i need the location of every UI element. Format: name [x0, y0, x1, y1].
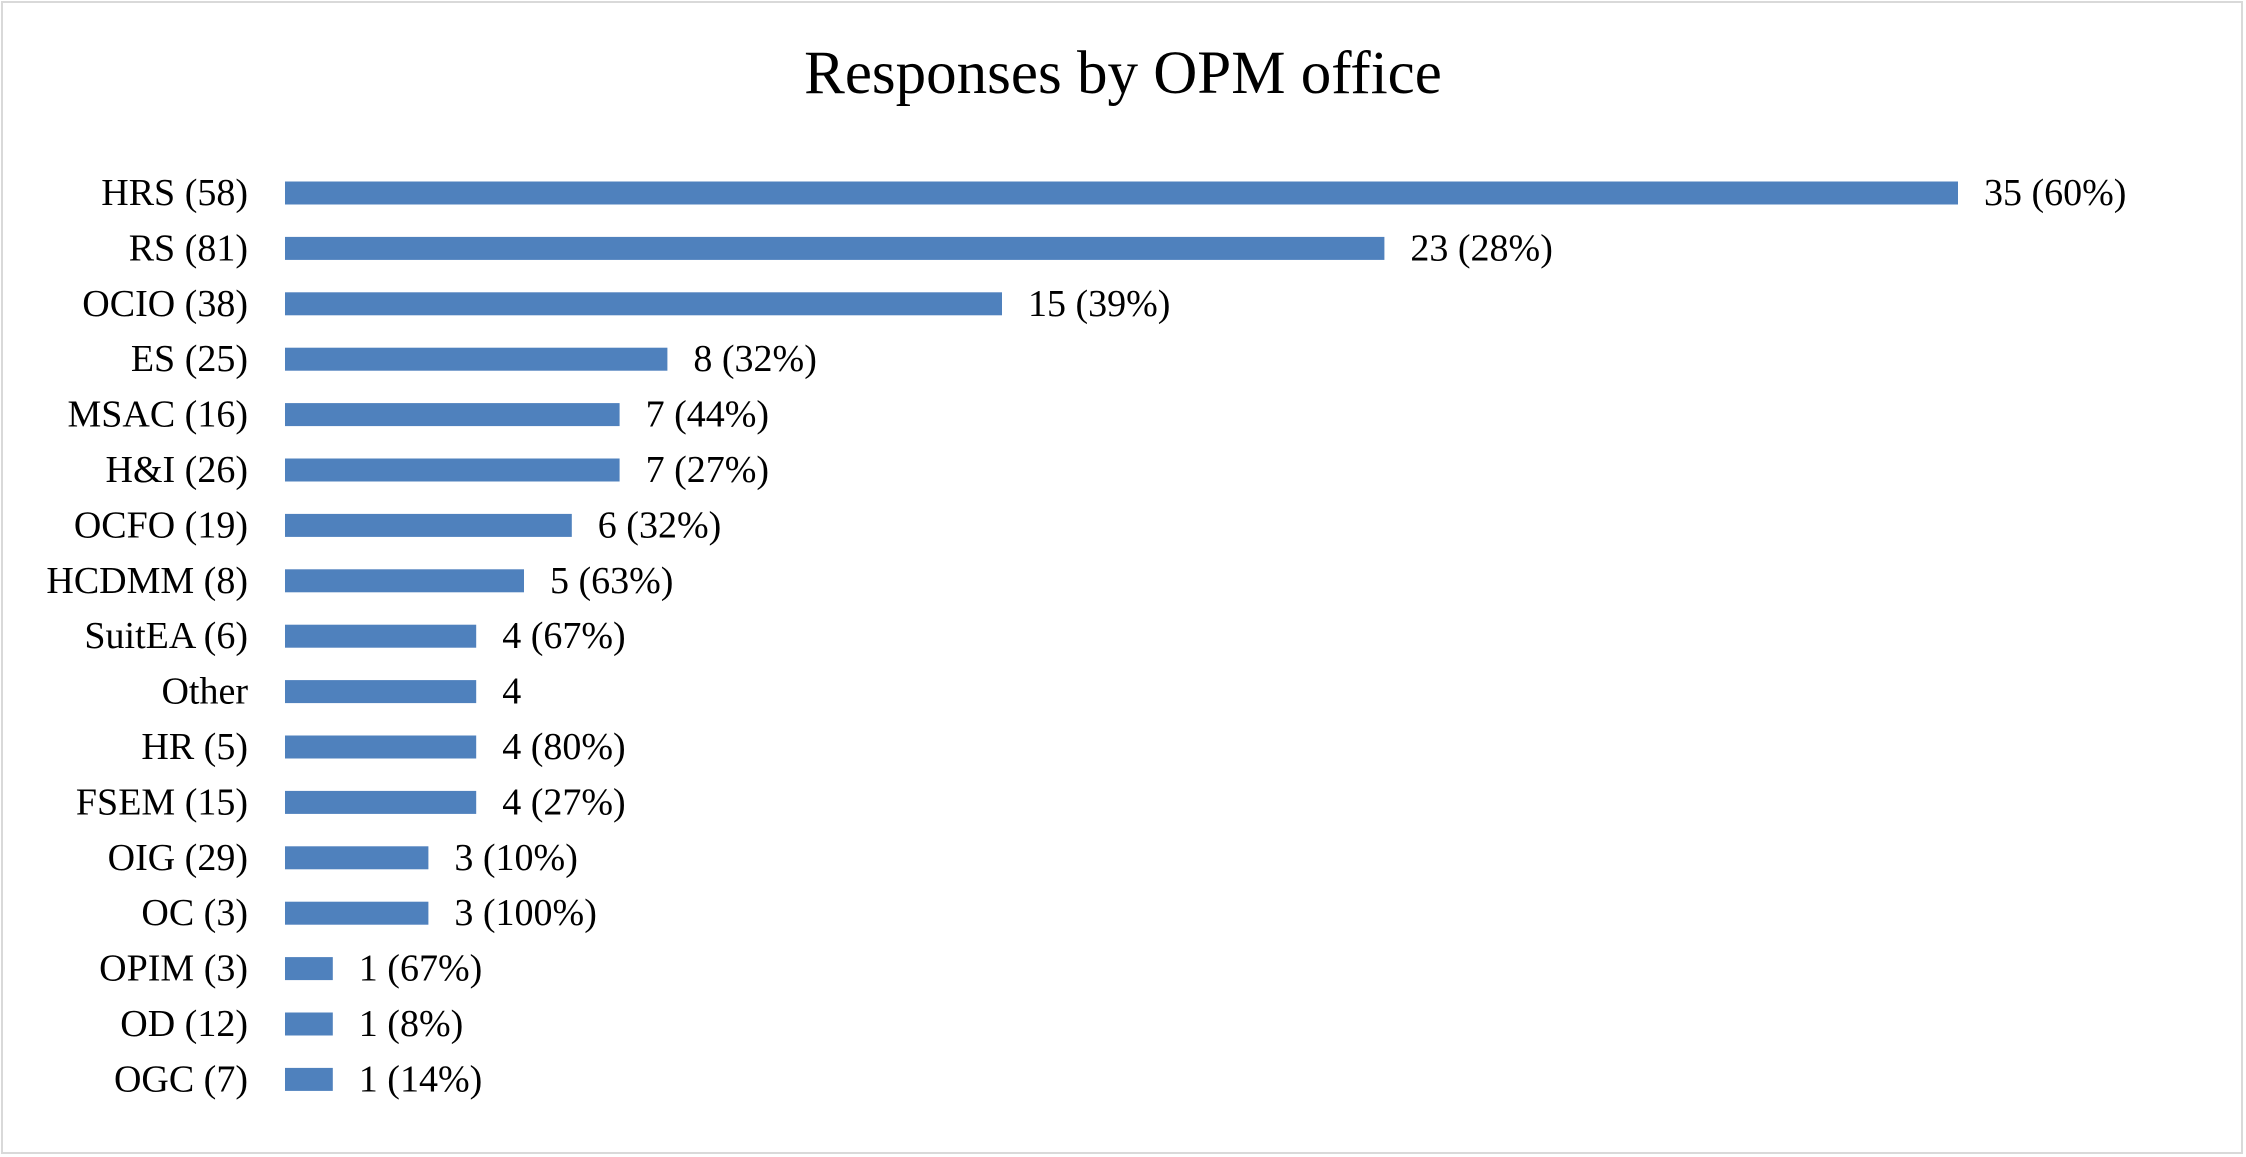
- data-label: 1 (14%): [359, 1058, 482, 1100]
- category-label: OCIO (38): [82, 283, 248, 325]
- category-label: ES (25): [131, 338, 248, 380]
- bar-1: [285, 236, 1385, 260]
- bar-15: [285, 1012, 333, 1036]
- data-label: 4 (27%): [502, 781, 625, 823]
- category-label: H&I (26): [106, 449, 248, 491]
- bar-8: [285, 624, 477, 648]
- data-label: 23 (28%): [1410, 227, 1552, 269]
- data-label: 15 (39%): [1028, 283, 1170, 325]
- data-label: 5 (63%): [550, 560, 673, 602]
- bar-13: [285, 901, 429, 925]
- bar-0: [285, 181, 1958, 205]
- data-label: 1 (8%): [359, 1003, 463, 1045]
- category-label: OPIM (3): [99, 948, 248, 990]
- bar-9: [285, 680, 477, 704]
- category-label: SuitEA (6): [84, 615, 248, 657]
- category-label: FSEM (15): [76, 781, 248, 823]
- bar-12: [285, 846, 429, 870]
- category-label: MSAC (16): [67, 394, 248, 436]
- bar-14: [285, 957, 333, 981]
- chart-title: Responses by OPM office: [804, 40, 1442, 107]
- bar-7: [285, 569, 524, 593]
- bar-10: [285, 735, 477, 759]
- bar-5: [285, 458, 620, 482]
- category-label: OGC (7): [114, 1058, 248, 1100]
- category-label: Other: [161, 671, 248, 713]
- data-label: 3 (10%): [454, 837, 577, 879]
- data-label: 4 (80%): [502, 726, 625, 768]
- category-label: OC (3): [141, 892, 248, 934]
- data-label: 3 (100%): [454, 892, 596, 934]
- data-label: 7 (44%): [646, 394, 769, 436]
- bar-2: [285, 292, 1002, 316]
- bar-11: [285, 790, 477, 814]
- bar-6: [285, 513, 572, 537]
- data-label: 4 (67%): [502, 615, 625, 657]
- data-label: 7 (27%): [646, 449, 769, 491]
- bar-3: [285, 347, 668, 371]
- bar-4: [285, 403, 620, 427]
- category-label: HRS (58): [101, 172, 248, 214]
- data-label: 6 (32%): [598, 504, 721, 546]
- category-label: RS (81): [129, 227, 248, 269]
- bar-16: [285, 1067, 333, 1091]
- category-label: HR (5): [141, 726, 248, 768]
- data-label: 1 (67%): [359, 948, 482, 990]
- category-label: OIG (29): [108, 837, 248, 879]
- data-label: 8 (32%): [693, 338, 816, 380]
- category-label: OCFO (19): [74, 504, 248, 546]
- category-label: HCDMM (8): [46, 560, 248, 602]
- category-label: OD (12): [120, 1003, 248, 1045]
- data-label: 4: [502, 671, 521, 713]
- data-label: 35 (60%): [1984, 172, 2126, 214]
